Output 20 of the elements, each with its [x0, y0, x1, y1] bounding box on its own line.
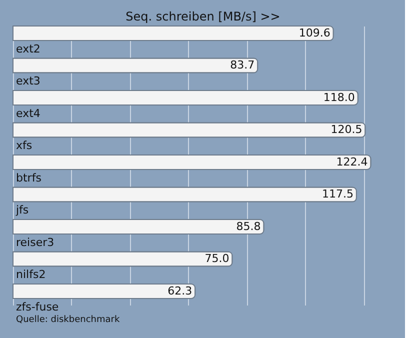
data-label: 75.0: [204, 252, 230, 266]
data-label: 109.6: [298, 26, 330, 40]
chart-title: Seq. schreiben [MB/s] >>: [126, 10, 280, 24]
data-label: 85.8: [236, 220, 261, 233]
y-tick-label: zfs-fuse: [16, 300, 59, 314]
y-tick-label: jfs: [15, 204, 29, 217]
y-tick-label: btrfs: [16, 171, 42, 184]
data-label: 117.5: [322, 188, 354, 201]
data-label: 118.0: [323, 90, 355, 104]
data-label: 62.3: [168, 284, 192, 298]
y-tick-label: nilfs2: [16, 268, 46, 282]
y-tick-label: ext4: [16, 106, 40, 120]
source-note: Quelle: diskbenchmark: [16, 315, 120, 325]
data-label: 122.4: [336, 155, 368, 168]
data-label: 120.5: [330, 123, 362, 136]
data-label: 83.7: [230, 58, 255, 72]
y-tick-label: reiser3: [16, 236, 54, 249]
y-tick-label: ext2: [16, 42, 40, 56]
y-tick-label: xfs: [16, 139, 32, 152]
y-tick-label: ext3: [16, 74, 40, 88]
